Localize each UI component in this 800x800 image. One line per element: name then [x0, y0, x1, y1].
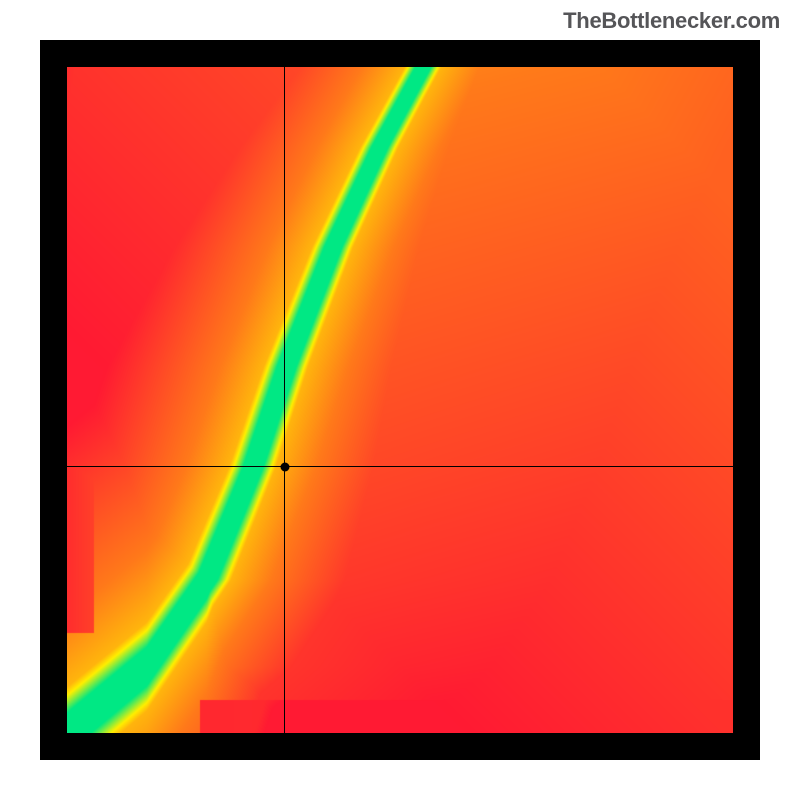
- plot-area: [67, 67, 733, 733]
- crosshair-vertical: [284, 67, 285, 733]
- crosshair-horizontal: [67, 466, 733, 467]
- chart-container: TheBottlenecker.com: [0, 0, 800, 800]
- crosshair-marker: [280, 462, 289, 471]
- chart-frame: [40, 40, 760, 760]
- watermark-text: TheBottlenecker.com: [563, 8, 780, 34]
- heatmap-canvas: [67, 67, 733, 733]
